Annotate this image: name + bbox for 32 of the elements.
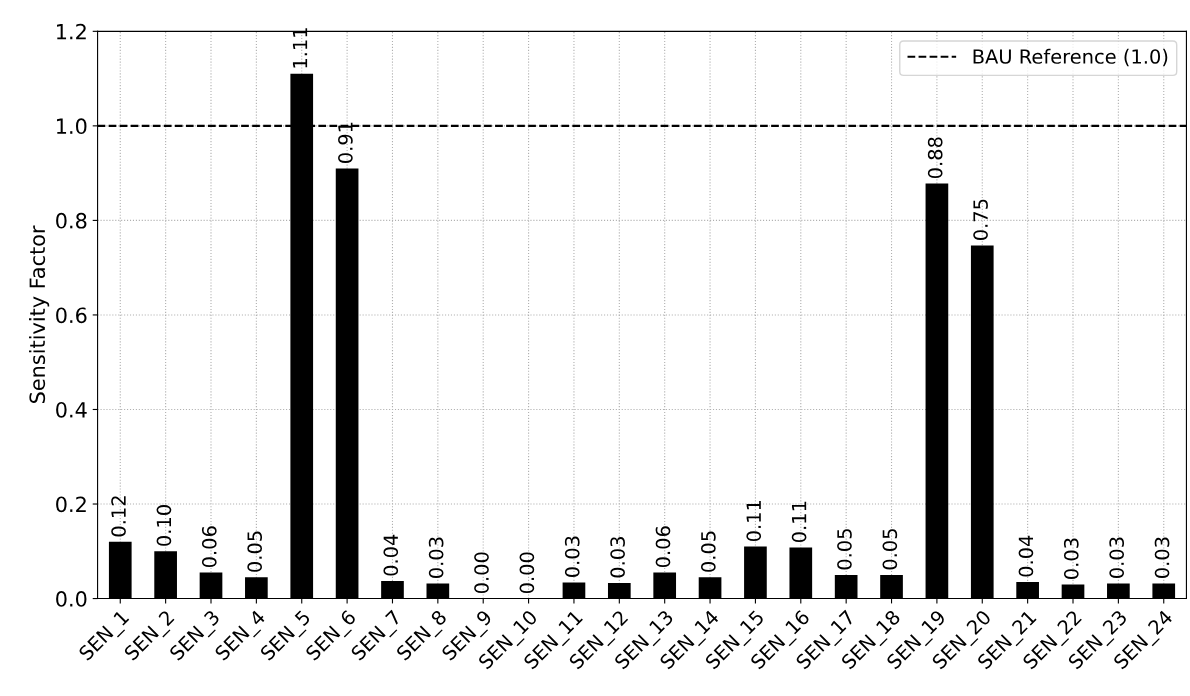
data-label: 0.91 xyxy=(338,122,353,163)
data-label: 0.10 xyxy=(156,505,172,546)
y-tick-label: 0.6 xyxy=(56,307,87,324)
data-label: 0.00 xyxy=(519,552,535,594)
data-label: 0.05 xyxy=(700,531,716,572)
y-tick-label: 0.8 xyxy=(56,212,87,229)
data-label: 0.11 xyxy=(746,500,762,542)
y-tick-label: 0.2 xyxy=(56,496,86,513)
data-label: 0.03 xyxy=(1154,537,1170,578)
data-label: 0.88 xyxy=(927,137,943,179)
data-label: 0.12 xyxy=(111,496,126,537)
data-label: 0.00 xyxy=(474,552,489,594)
data-label: 0.03 xyxy=(564,536,580,578)
data-label: 0.04 xyxy=(1018,535,1034,577)
data-label: 0.03 xyxy=(610,537,625,578)
data-label: 0.03 xyxy=(428,537,444,578)
legend-label: BAU Reference (1.0) xyxy=(973,48,1168,67)
data-label: 0.06 xyxy=(201,526,217,568)
data-label: 0.03 xyxy=(1063,538,1079,579)
data-label: 0.05 xyxy=(247,531,263,572)
y-tick-label: 0.0 xyxy=(56,591,87,607)
data-label: 0.11 xyxy=(791,501,807,543)
y-tick-label: 0.4 xyxy=(56,401,87,418)
data-label: 0.06 xyxy=(655,526,671,568)
y-tick-label: 1.2 xyxy=(57,23,86,40)
data-label: 0.03 xyxy=(1109,537,1125,578)
data-label: 0.04 xyxy=(383,534,399,576)
data-label: 0.05 xyxy=(837,529,852,570)
data-label: 0.05 xyxy=(882,529,898,570)
y-axis-title: Sensitivity Factor xyxy=(29,225,50,403)
y-tick-label: 1.0 xyxy=(57,118,87,135)
data-label: 0.75 xyxy=(973,199,988,240)
